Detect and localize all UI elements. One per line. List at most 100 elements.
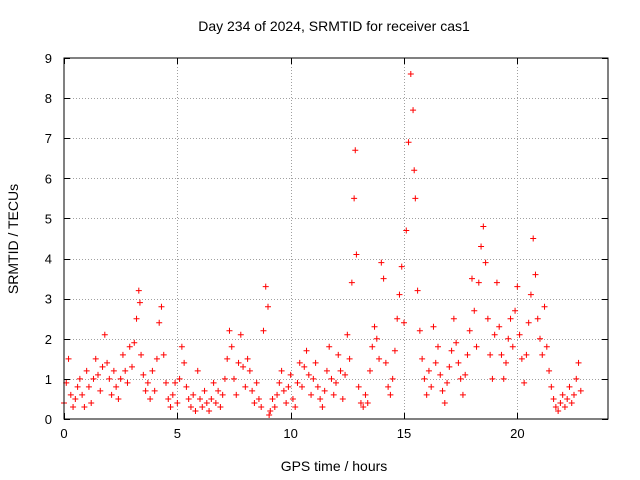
data-point bbox=[521, 379, 528, 386]
data-point bbox=[573, 375, 580, 382]
x-tick-label: 20 bbox=[510, 426, 524, 441]
data-point bbox=[410, 107, 417, 114]
data-point bbox=[487, 351, 494, 358]
data-point bbox=[561, 403, 568, 410]
data-point bbox=[266, 411, 273, 418]
data-point bbox=[276, 379, 283, 386]
data-point bbox=[169, 391, 176, 398]
data-point bbox=[364, 399, 371, 406]
data-point bbox=[514, 283, 521, 290]
data-point bbox=[106, 375, 113, 382]
data-point bbox=[305, 371, 312, 378]
data-point bbox=[466, 327, 473, 334]
data-point bbox=[353, 251, 360, 258]
data-point bbox=[530, 235, 537, 242]
data-point bbox=[70, 403, 77, 410]
data-point bbox=[126, 343, 133, 350]
data-point bbox=[348, 279, 355, 286]
data-point bbox=[537, 335, 543, 342]
data-point bbox=[224, 355, 231, 362]
data-point bbox=[299, 383, 305, 390]
data-point bbox=[67, 391, 74, 398]
data-point bbox=[380, 275, 387, 282]
data-point bbox=[190, 391, 197, 398]
data-point bbox=[92, 355, 99, 362]
data-point bbox=[532, 271, 539, 278]
data-point bbox=[208, 395, 215, 402]
data-point bbox=[455, 359, 462, 366]
data-point bbox=[407, 71, 414, 78]
data-point bbox=[509, 343, 516, 350]
data-point bbox=[512, 307, 519, 314]
data-point bbox=[124, 379, 131, 386]
data-point bbox=[362, 391, 369, 398]
data-point bbox=[391, 347, 398, 354]
data-point bbox=[197, 395, 203, 402]
data-point bbox=[174, 399, 181, 406]
chart-title: Day 234 of 2024, SRMTID for receiver cas… bbox=[198, 18, 470, 34]
data-point bbox=[151, 387, 158, 394]
data-point bbox=[296, 359, 303, 366]
data-point bbox=[394, 315, 401, 322]
data-point bbox=[446, 363, 453, 370]
data-point bbox=[412, 195, 419, 202]
plot-frame bbox=[63, 57, 609, 420]
data-point bbox=[131, 339, 138, 346]
data-point bbox=[122, 367, 129, 374]
data-point bbox=[346, 355, 353, 362]
data-point bbox=[308, 391, 315, 398]
data-point bbox=[401, 319, 407, 326]
data-point bbox=[283, 399, 290, 406]
data-point bbox=[271, 403, 278, 410]
data-point bbox=[478, 243, 485, 250]
data-point bbox=[289, 395, 296, 402]
data-point bbox=[367, 367, 373, 374]
data-point bbox=[459, 391, 466, 398]
data-point bbox=[258, 403, 265, 410]
data-point bbox=[219, 391, 226, 398]
data-point bbox=[262, 283, 269, 290]
data-point bbox=[351, 195, 358, 202]
x-tick-label: 15 bbox=[397, 426, 411, 441]
data-point bbox=[110, 367, 117, 374]
data-point bbox=[482, 259, 489, 266]
data-point bbox=[136, 299, 143, 306]
data-point bbox=[142, 387, 149, 394]
data-point bbox=[65, 355, 72, 362]
data-point bbox=[206, 407, 213, 414]
y-tick-label: 2 bbox=[45, 332, 52, 347]
data-point bbox=[249, 387, 256, 394]
data-point bbox=[541, 303, 548, 310]
data-point bbox=[187, 403, 194, 410]
data-point bbox=[435, 343, 441, 350]
data-point bbox=[450, 315, 457, 322]
data-point bbox=[83, 367, 90, 374]
data-point bbox=[566, 383, 573, 390]
data-point bbox=[203, 399, 210, 406]
data-point bbox=[557, 399, 564, 406]
y-tick-label: 4 bbox=[45, 252, 52, 267]
data-point bbox=[217, 403, 224, 410]
data-point bbox=[564, 395, 571, 402]
axis-ticks bbox=[64, 58, 608, 420]
data-point bbox=[328, 375, 335, 382]
data-point bbox=[360, 403, 367, 410]
data-point bbox=[498, 351, 505, 358]
data-point bbox=[453, 339, 460, 346]
data-point bbox=[301, 363, 308, 370]
data-point bbox=[74, 383, 81, 390]
data-point bbox=[376, 355, 383, 362]
data-point bbox=[210, 379, 217, 386]
data-point bbox=[147, 395, 154, 402]
data-point bbox=[527, 291, 534, 298]
data-point bbox=[550, 395, 557, 402]
data-point bbox=[378, 259, 385, 266]
data-point bbox=[104, 359, 111, 366]
data-point bbox=[81, 403, 88, 410]
data-point bbox=[464, 351, 471, 358]
data-point bbox=[158, 303, 165, 310]
data-point bbox=[419, 355, 426, 362]
data-point bbox=[326, 343, 333, 350]
data-point bbox=[319, 403, 326, 410]
x-axis-title: GPS time / hours bbox=[281, 458, 388, 474]
